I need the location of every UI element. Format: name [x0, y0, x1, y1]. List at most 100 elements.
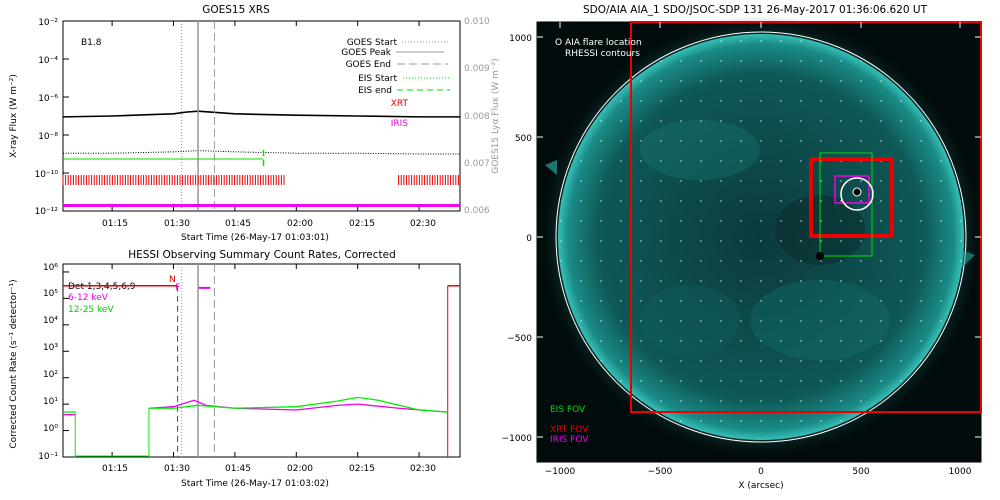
hessi-plot-frame: [62, 263, 461, 458]
xrt-fov-box: [809, 157, 894, 238]
aia-ytick-label: 1000: [509, 34, 532, 44]
hessi-yticks: 10⁶ 10⁵ 10⁴ 10³ 10² 10¹ 10⁰ 10⁻¹: [38, 263, 58, 462]
hessi-6-12-line: [148, 399, 448, 413]
goes-ylabel: X-ray Flux (W m⁻²): [9, 74, 19, 158]
eis-fov-box: [819, 152, 873, 257]
aia-ytick-label: −500: [507, 334, 532, 344]
hessi-ytick-label: 10⁵: [43, 289, 58, 299]
hessi-ytick-label: 10⁰: [43, 424, 58, 434]
aia-ytick-label: 500: [515, 134, 532, 144]
hessi-ytick-label: 10¹: [43, 397, 58, 407]
goes-xlabel: Start Time (26-May-17 01:03:01): [181, 233, 329, 243]
iris-coverage-bar: [63, 204, 460, 207]
goes-y2ticks: 0.010 0.009 0.008 0.007 0.006: [464, 17, 490, 216]
goes-xtick-label: 01:45: [225, 219, 251, 229]
legend-eis-start: EIS Start: [358, 74, 397, 84]
goes-yticks: 10⁻² 10⁻⁴ 10⁻⁶ 10⁻⁸ 10⁻¹⁰ 10⁻¹²: [35, 18, 59, 217]
goes-legend: GOES Start GOES Peak GOES End EIS Start …: [341, 38, 450, 129]
goes-xtick-label: 02:15: [349, 219, 375, 229]
aia-flare-location-marker: [852, 187, 862, 197]
aia-xlabel: X (arcsec): [738, 481, 783, 491]
aia-ytick-label: −1000: [502, 434, 533, 444]
goes-data-layer: [62, 20, 460, 212]
limb-circle: [555, 31, 967, 443]
goes-xtick-label: 01:15: [102, 219, 128, 229]
hessi-xtick-label: 01:15: [102, 464, 128, 474]
corona-streamer: [545, 160, 557, 175]
legend-hessi-6-12: 6-12 keV: [68, 293, 109, 303]
goes-ylabel-right: GOES15 Lyα Flux (W m⁻²): [491, 58, 501, 174]
hessi-ytick-label: 10³: [43, 343, 58, 353]
goes-ytick-label: 10⁻¹⁰: [35, 170, 59, 180]
hessi-data-layer: [63, 264, 460, 458]
legend-hessi-12-25: 12-25 keV: [68, 305, 114, 315]
aia-title: SDO/AIA AIA_1 SDO/JSOC-SDP 131 26-May-20…: [583, 4, 928, 16]
hessi-title: HESSI Observing Summary Count Rates, Cor…: [128, 249, 396, 261]
goes-xticks: 01:15 01:30 01:45 02:00 02:15 02:30: [102, 219, 436, 229]
goes-y2tick-label: 0.007: [464, 159, 490, 169]
sunspot: [816, 252, 824, 260]
hessi-xtick-label: 01:45: [225, 464, 251, 474]
goes-long-channel-line: [62, 110, 460, 118]
goes-y2tick-label: 0.008: [464, 112, 490, 122]
goes-xtick-label: 02:00: [287, 219, 313, 229]
goes-xtick-label: 01:30: [164, 219, 190, 229]
legend-goes-peak: GOES Peak: [341, 48, 391, 58]
hessi-xlabel: Start Time (26-May-17 01:03:02): [181, 479, 329, 489]
goes-xtick-label: 02:30: [410, 219, 436, 229]
goes-ytick-label: 10⁻¹²: [35, 207, 59, 217]
hessi-panel: HESSI Observing Summary Count Rates, Cor…: [9, 249, 461, 489]
goes-y2tick-label: 0.006: [464, 206, 490, 216]
hessi-ytick-label: 10²: [43, 370, 58, 380]
legend-xrt: XRT: [391, 99, 409, 109]
aia-legend-xrt-fov: XRT FOV: [550, 425, 589, 435]
rhessi-contour: [840, 177, 874, 211]
legend-iris: IRIS: [391, 119, 409, 129]
goes-ytick-label: 10⁻²: [38, 18, 58, 28]
goes-y2tick-label: 0.010: [464, 17, 490, 27]
goes-panel: GOES15 XRS 10⁻² 10⁻⁴ 10⁻⁶ 10⁻⁸ 10⁻¹⁰ 10⁻…: [9, 4, 501, 243]
hessi-flag-n: N: [169, 275, 176, 285]
aia-legend-eis-fov: EIS FOV: [550, 405, 586, 415]
legend-goes-start: GOES Start: [347, 38, 398, 48]
hessi-legend: Det 1,3,4,5,6,9 6-12 keV 12-25 keV: [68, 282, 136, 315]
aia-legend-rhessi: RHESSI contours: [565, 49, 640, 59]
hessi-xtick-label: 02:15: [349, 464, 375, 474]
aia-xtick-label: −1000: [545, 467, 576, 477]
hessi-ylabel: Corrected Count Rate (s⁻¹ detector⁻¹): [9, 279, 19, 448]
xrt-fov-full: [630, 21, 982, 413]
xrt-coverage-bar: [63, 175, 284, 185]
aia-tick-marks: [537, 22, 981, 462]
hessi-ytick-label: 10⁻¹: [38, 452, 58, 462]
hessi-ytick-label: 10⁴: [43, 316, 58, 326]
iris-fov-box: [834, 175, 870, 204]
goes-plot-frame: [62, 20, 461, 212]
aia-xtick-label: 0: [758, 467, 764, 477]
aia-xtick-label: 500: [852, 467, 869, 477]
aia-yticks: 1000 500 0 −500 −1000: [502, 34, 533, 444]
aia-xticks: −1000 −500 0 500 1000: [545, 467, 972, 477]
hessi-xtick-label: 02:00: [287, 464, 313, 474]
hessi-12-25-line: [148, 396, 448, 413]
legend-hessi-detectors: Det 1,3,4,5,6,9: [68, 282, 136, 292]
aia-legend-flare-location: O AIA flare location: [555, 38, 642, 48]
sun-texture: [558, 34, 964, 440]
aia-panel: SDO/AIA AIA_1 SDO/JSOC-SDP 131 26-May-20…: [502, 4, 983, 491]
hessi-xticks: 01:15 01:30 01:45 02:00 02:15 02:30: [102, 464, 436, 474]
aia-xtick-label: −500: [648, 467, 673, 477]
hessi-xtick-label: 01:30: [164, 464, 190, 474]
goes-flare-class: B1.8: [81, 38, 102, 48]
corona-streamer: [962, 250, 975, 268]
legend-goes-end: GOES End: [346, 60, 391, 70]
aia-ytick-label: 0: [526, 234, 532, 244]
goes-ytick-label: 10⁻⁸: [38, 132, 58, 142]
aia-legend-iris-fov: IRIS FOV: [550, 435, 589, 445]
hessi-ytick-label: 10⁶: [43, 263, 58, 273]
goes-y2tick-label: 0.009: [464, 64, 490, 74]
legend-eis-end: EIS end: [358, 86, 392, 96]
goes-ytick-label: 10⁻⁴: [38, 56, 58, 66]
aia-xtick-label: 1000: [949, 467, 972, 477]
hessi-xtick-label: 02:30: [410, 464, 436, 474]
goes-title: GOES15 XRS: [202, 4, 270, 16]
